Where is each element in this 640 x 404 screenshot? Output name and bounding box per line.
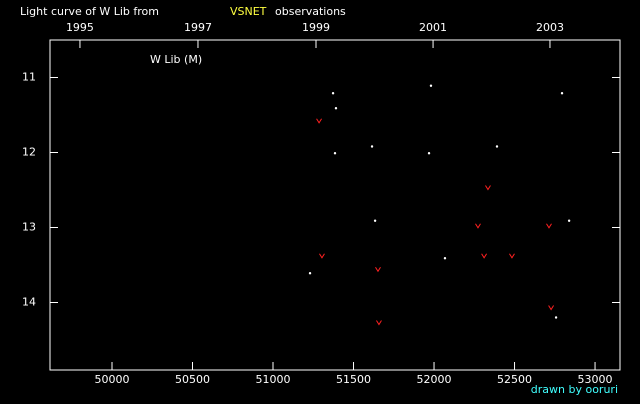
observation-dot xyxy=(373,219,377,222)
observation-dot xyxy=(331,92,335,95)
observation-dot xyxy=(370,145,374,148)
observation-dot xyxy=(554,316,558,319)
x-tick-label: 53000 xyxy=(578,373,613,386)
upper-limit-mark xyxy=(546,223,552,229)
x-tick-label: 50000 xyxy=(94,373,129,386)
observation-dot xyxy=(427,152,431,155)
upper-limit-mark xyxy=(481,253,488,259)
observation-dot xyxy=(443,257,447,260)
upper-limit-mark xyxy=(475,223,481,229)
star-label: W Lib (M) xyxy=(150,53,202,66)
upper-limit-mark xyxy=(509,253,515,259)
upper-limit-mark xyxy=(375,266,381,273)
x-tick-label: 51500 xyxy=(336,373,371,386)
observation-dot xyxy=(495,145,499,148)
x2-tick-label: 1999 xyxy=(302,21,330,34)
y-tick-label: 11 xyxy=(22,71,36,84)
title-suffix: observations xyxy=(275,5,346,18)
credit: drawn by ooruri xyxy=(531,383,618,396)
observation-dot xyxy=(334,107,338,110)
upper-limit-mark xyxy=(485,185,491,191)
y-tick-label: 14 xyxy=(22,296,36,309)
upper-limit-mark xyxy=(376,320,382,326)
y-tick-label: 13 xyxy=(22,221,36,234)
x2-tick-label: 1995 xyxy=(66,21,94,34)
x2-tick-label: 1997 xyxy=(184,21,212,34)
observation-dot xyxy=(429,84,433,87)
x2-tick-label: 2003 xyxy=(536,21,564,34)
plot-frame xyxy=(49,39,621,371)
observation-dot xyxy=(560,92,564,95)
title-source: VSNET xyxy=(230,5,267,18)
x-tick-label: 52000 xyxy=(417,373,452,386)
observation-dot xyxy=(308,272,312,275)
chart-title: Light curve of W Lib from xyxy=(20,5,159,18)
x2-tick-label: 2001 xyxy=(419,21,447,34)
upper-limit-mark xyxy=(548,305,555,311)
y-tick-label: 12 xyxy=(22,146,36,159)
observation-dot xyxy=(567,219,571,222)
x-tick-label: 52500 xyxy=(497,373,532,386)
x-tick-label: 51000 xyxy=(256,373,291,386)
upper-limit-mark xyxy=(316,118,322,124)
x-tick-label: 50500 xyxy=(175,373,210,386)
observation-dot xyxy=(333,152,337,155)
upper-limit-mark xyxy=(319,253,325,259)
